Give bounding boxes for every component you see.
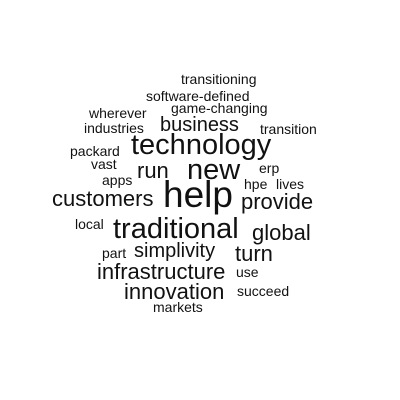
word-industries: industries	[84, 120, 144, 136]
word-innovation: innovation	[124, 279, 225, 304]
word-transition: transition	[260, 121, 317, 137]
word-erp: erp	[259, 160, 280, 176]
word-technology: technology	[131, 129, 272, 161]
word-packard: packard	[70, 143, 120, 159]
word-business: business	[160, 114, 239, 136]
word-local: local	[75, 216, 104, 232]
word-run: run	[137, 158, 169, 183]
word-turn: turn	[235, 241, 273, 266]
word-simplivity: simplivity	[134, 240, 216, 262]
word-succeed: succeed	[237, 283, 290, 299]
word-game-changing: game-changing	[171, 100, 268, 116]
word-wherever: wherever	[89, 105, 147, 121]
word-new: new	[187, 154, 241, 186]
word-provide: provide	[241, 189, 314, 214]
word-customers: customers	[52, 186, 154, 211]
word-use: use	[236, 264, 259, 280]
word-hpe: hpe	[244, 176, 268, 192]
word-part: part	[102, 245, 127, 261]
word-lives: lives	[276, 176, 305, 192]
word-infrastructure: infrastructure	[97, 259, 226, 284]
word-global: global	[252, 220, 311, 245]
word-apps: apps	[102, 172, 133, 188]
word-vast: vast	[91, 156, 117, 172]
word-traditional: traditional	[113, 213, 239, 245]
word-software-defined: software-defined	[146, 88, 250, 104]
word-help: help	[163, 174, 233, 215]
word-markets: markets	[153, 299, 203, 315]
word-transitioning: transitioning	[181, 71, 257, 87]
